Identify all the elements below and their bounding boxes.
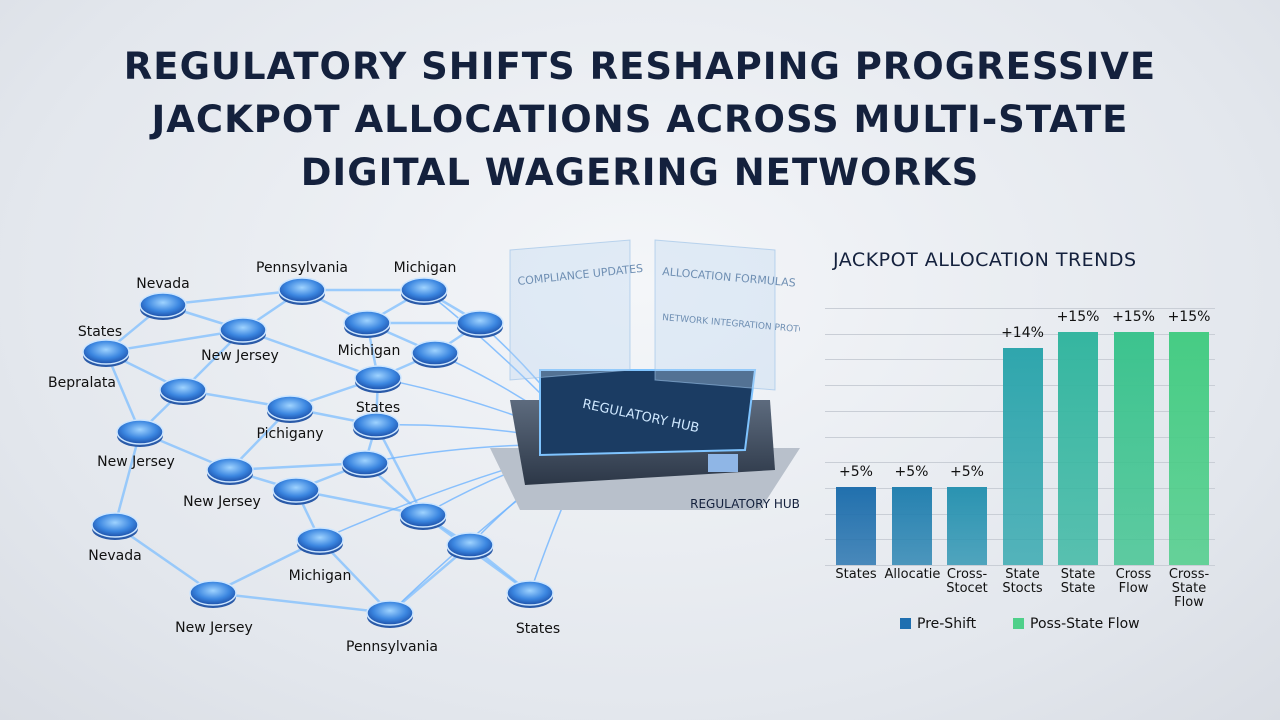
node-label: Nevada xyxy=(136,276,189,292)
legend-label: Poss-State Flow xyxy=(1030,616,1140,632)
node-label: States xyxy=(78,324,122,340)
network-link xyxy=(242,328,379,380)
node xyxy=(341,450,389,476)
node-label: Nevada xyxy=(88,548,141,564)
legend-swatch xyxy=(900,618,911,629)
node xyxy=(366,600,414,626)
node xyxy=(159,377,207,403)
value-label: +15% xyxy=(1056,309,1100,325)
node xyxy=(206,457,254,483)
legend-item: Pre-Shift xyxy=(900,616,976,632)
value-label: +5% xyxy=(950,464,984,481)
x-tick-label: Cross- State Flow xyxy=(1168,567,1210,610)
node xyxy=(139,292,187,318)
grid-line xyxy=(825,333,1215,335)
node xyxy=(296,527,344,553)
x-tick-label: State Stocts xyxy=(1002,567,1043,596)
bar xyxy=(1058,332,1098,565)
hub-label: REGULATORY HUB xyxy=(690,497,800,511)
value-label: +15% xyxy=(1167,309,1211,325)
bar xyxy=(1113,332,1154,565)
network-link xyxy=(374,424,425,516)
value-label: +14% xyxy=(1001,324,1044,341)
legend-swatch xyxy=(1013,618,1024,629)
x-tick-label: Cross Flow xyxy=(1115,567,1152,596)
node xyxy=(272,477,320,503)
legend-label: Pre-Shift xyxy=(917,616,977,632)
node xyxy=(82,339,130,365)
node-label: Pichigany xyxy=(256,426,323,442)
node xyxy=(343,310,391,336)
node-label: Bepralata xyxy=(48,375,116,391)
bar xyxy=(1002,347,1043,565)
node xyxy=(219,317,267,343)
x-tick-label: Cross- Stocet xyxy=(946,567,988,596)
hub: REGULATORY HUB COMPLIANCE UPDATES ALLOCA… xyxy=(490,239,800,511)
x-tick-label: Allocatie xyxy=(884,567,941,582)
node-label: Pennsylvania xyxy=(256,260,348,276)
value-label: +15% xyxy=(1112,309,1155,325)
node xyxy=(352,412,400,438)
network-link xyxy=(113,431,142,526)
node xyxy=(91,512,139,538)
node-label: States xyxy=(516,621,560,637)
node-label: States xyxy=(356,400,400,416)
node xyxy=(411,340,459,366)
node-label: New Jersey xyxy=(175,620,253,636)
node-label: Michigan xyxy=(394,260,457,276)
node-label: New Jersey xyxy=(97,454,175,470)
value-label: +5% xyxy=(839,464,873,481)
node xyxy=(354,365,402,391)
node-label: Michigan xyxy=(338,343,401,359)
node-label: New Jersey xyxy=(201,348,279,364)
page-title: REGULATORY SHIFTS RESHAPING PROGRESSIVE … xyxy=(123,45,1157,194)
node xyxy=(446,532,494,558)
grid-line xyxy=(825,308,1215,309)
chart-title: JACKPOT ALLOCATION TRENDS xyxy=(833,249,1137,271)
node xyxy=(506,580,554,606)
node xyxy=(189,580,237,606)
node xyxy=(400,277,448,303)
bar xyxy=(836,487,876,565)
node xyxy=(266,395,314,421)
node-label: Pennsylvania xyxy=(346,639,438,655)
node xyxy=(278,277,326,303)
x-tick-label: States xyxy=(835,567,877,582)
node-label: New Jersey xyxy=(183,494,261,510)
node xyxy=(399,502,447,528)
value-label: +5% xyxy=(894,464,929,481)
node xyxy=(116,419,164,445)
grid-line xyxy=(825,565,1215,566)
bar xyxy=(1169,332,1209,565)
network-diagram: REGULATORY HUB COMPLIANCE UPDATES ALLOCA… xyxy=(48,239,800,655)
node xyxy=(456,310,504,336)
network-link xyxy=(212,591,391,615)
x-tick-label: State State xyxy=(1060,567,1096,596)
legend-item: Poss-State Flow xyxy=(1013,616,1140,632)
bar xyxy=(891,487,932,565)
bar xyxy=(947,487,987,565)
node-label: Michigan xyxy=(289,568,352,584)
